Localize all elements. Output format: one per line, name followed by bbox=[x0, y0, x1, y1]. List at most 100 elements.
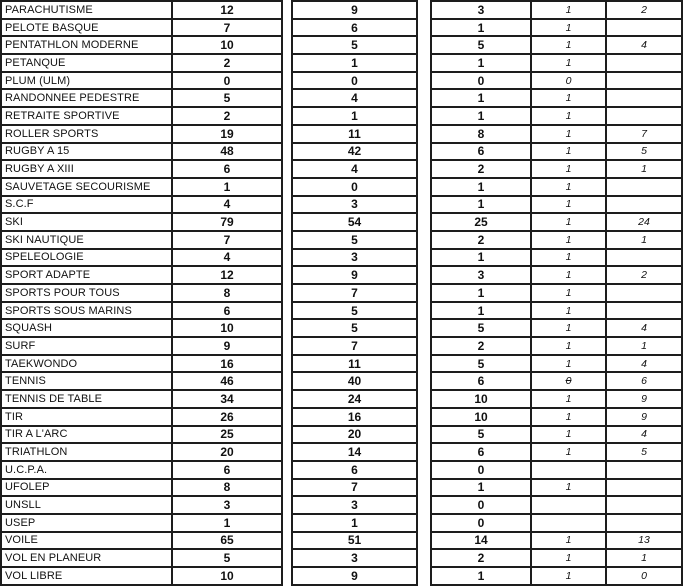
table-body: 3 1 2 1 1 5 1 4 1 1 0 0 1 1 1 1 8 1 7 6 1 5 2 1 1 1 1 1 1 25 1 24 2 1 1 1 1 3… bbox=[430, 0, 683, 586]
value-cell: 19 bbox=[171, 123, 283, 144]
value-cell bbox=[605, 459, 683, 480]
value-cell: 1 bbox=[530, 35, 607, 56]
value-cell: 4 bbox=[291, 159, 418, 179]
sport-name-cell: PARACHUTISME bbox=[0, 0, 173, 20]
value-cell: 2 bbox=[605, 0, 683, 20]
value-cell: 1 bbox=[530, 212, 607, 232]
value-cell: 1 bbox=[291, 512, 418, 533]
value-cell: 9 bbox=[291, 0, 418, 20]
sport-name-cell: PENTATHLON MODERNE bbox=[0, 35, 173, 56]
value-cell: 3 bbox=[430, 265, 532, 285]
table-row: RANDONNEE PEDESTRE 5 bbox=[0, 88, 283, 109]
table-row: 9 bbox=[291, 265, 418, 285]
value-cell: 0 bbox=[605, 566, 683, 586]
sport-name-cell: TENNIS bbox=[0, 371, 173, 392]
sport-name-cell: RUGBY A XIII bbox=[0, 159, 173, 179]
value-cell: 2 bbox=[171, 53, 283, 73]
table-row: SPELEOLOGIE 4 bbox=[0, 247, 283, 268]
sport-name-cell: SPORT ADAPTE bbox=[0, 265, 173, 285]
value-cell: 1 bbox=[530, 424, 607, 445]
sport-name-cell: PETANQUE bbox=[0, 53, 173, 73]
value-cell bbox=[605, 194, 683, 215]
value-cell: 6 bbox=[171, 459, 283, 480]
value-cell: 5 bbox=[291, 300, 418, 321]
value-cell: 1 bbox=[530, 17, 607, 38]
value-cell: 1 bbox=[530, 229, 607, 250]
value-cell: 9 bbox=[171, 336, 283, 356]
value-cell: 1 bbox=[530, 566, 607, 586]
value-cell: 1 bbox=[430, 300, 532, 321]
middle-table-block: 9 6 5 1 0 4 1 11 42 4 0 3 54 5 3 9 7 5 5 7 11 40 24 16 20 14 6 7 3 1 5… bbox=[291, 0, 418, 586]
value-cell: 5 bbox=[430, 353, 532, 374]
value-cell: 6 bbox=[171, 159, 283, 179]
value-cell: 79 bbox=[171, 212, 283, 232]
table-row: TENNIS 46 bbox=[0, 371, 283, 392]
value-cell: 0 bbox=[171, 70, 283, 91]
value-cell: 7 bbox=[605, 123, 683, 144]
table-row: 11 bbox=[291, 353, 418, 374]
value-cell: 4 bbox=[605, 353, 683, 374]
value-cell bbox=[605, 17, 683, 38]
value-cell bbox=[605, 70, 683, 91]
value-cell: 8 bbox=[171, 477, 283, 498]
value-cell: 54 bbox=[291, 212, 418, 232]
value-cell: 20 bbox=[291, 424, 418, 445]
value-cell: 10 bbox=[430, 389, 532, 409]
value-cell: 0 bbox=[430, 495, 532, 515]
value-cell: 3 bbox=[291, 495, 418, 515]
value-cell bbox=[530, 512, 607, 533]
value-cell: 2 bbox=[171, 106, 283, 126]
table-row: SPORT ADAPTE 12 bbox=[0, 265, 283, 285]
table-row: 3 bbox=[291, 495, 418, 515]
value-cell: 1 bbox=[605, 548, 683, 568]
value-cell: 0 bbox=[291, 70, 418, 91]
value-cell: 51 bbox=[291, 530, 418, 551]
table-row: TIR A L'ARC 25 bbox=[0, 424, 283, 445]
value-cell: 26 bbox=[171, 406, 283, 427]
left-table-block: PARACHUTISME 12 PELOTE BASQUE 7 PENTATHLON M… bbox=[0, 0, 283, 586]
value-cell: 2 bbox=[430, 548, 532, 568]
value-cell bbox=[530, 495, 607, 515]
table-row: 9 bbox=[291, 0, 418, 20]
value-cell: 6 bbox=[291, 459, 418, 480]
value-cell: 6 bbox=[430, 442, 532, 462]
table-row: 4 bbox=[291, 88, 418, 109]
table-row: 25 1 24 bbox=[430, 212, 683, 232]
table-row: 3 bbox=[291, 247, 418, 268]
detail-counts-table: 3 1 2 1 1 5 1 4 1 1 0 0 1 1 1 1 8 1 7 6 1 5 2 1 1 1 1 1 1 25 1 24 2 1 1 1 1 3… bbox=[430, 0, 683, 586]
sport-name-cell: TAEKWONDO bbox=[0, 353, 173, 374]
value-cell bbox=[530, 459, 607, 480]
value-cell: 1 bbox=[430, 106, 532, 126]
value-cell: 4 bbox=[605, 318, 683, 339]
table-row: 5 bbox=[291, 35, 418, 56]
value-cell: 12 bbox=[171, 265, 283, 285]
value-cell bbox=[605, 512, 683, 533]
value-cell: 3 bbox=[291, 548, 418, 568]
table-row: SKI NAUTIQUE 7 bbox=[0, 229, 283, 250]
value-cell: 1 bbox=[530, 106, 607, 126]
value-cell: 4 bbox=[605, 424, 683, 445]
value-cell: 40 bbox=[291, 371, 418, 392]
value-cell: 1 bbox=[430, 17, 532, 38]
value-cell: 1 bbox=[430, 176, 532, 197]
sport-name-cell: U.C.P.A. bbox=[0, 459, 173, 480]
sport-name-cell: TIR A L'ARC bbox=[0, 424, 173, 445]
table-row: SQUASH 10 bbox=[0, 318, 283, 339]
table-row: PLUM (ULM) 0 bbox=[0, 70, 283, 91]
second-count-table: 9 6 5 1 0 4 1 11 42 4 0 3 54 5 3 9 7 5 5 7 11 40 24 16 20 14 6 7 3 1 5… bbox=[291, 0, 418, 586]
value-cell: 5 bbox=[291, 229, 418, 250]
value-cell: 1 bbox=[530, 88, 607, 109]
value-cell: 1 bbox=[430, 477, 532, 498]
value-cell: 11 bbox=[291, 353, 418, 374]
table-row: 40 bbox=[291, 371, 418, 392]
table-row: SPORTS POUR TOUS 8 bbox=[0, 283, 283, 303]
